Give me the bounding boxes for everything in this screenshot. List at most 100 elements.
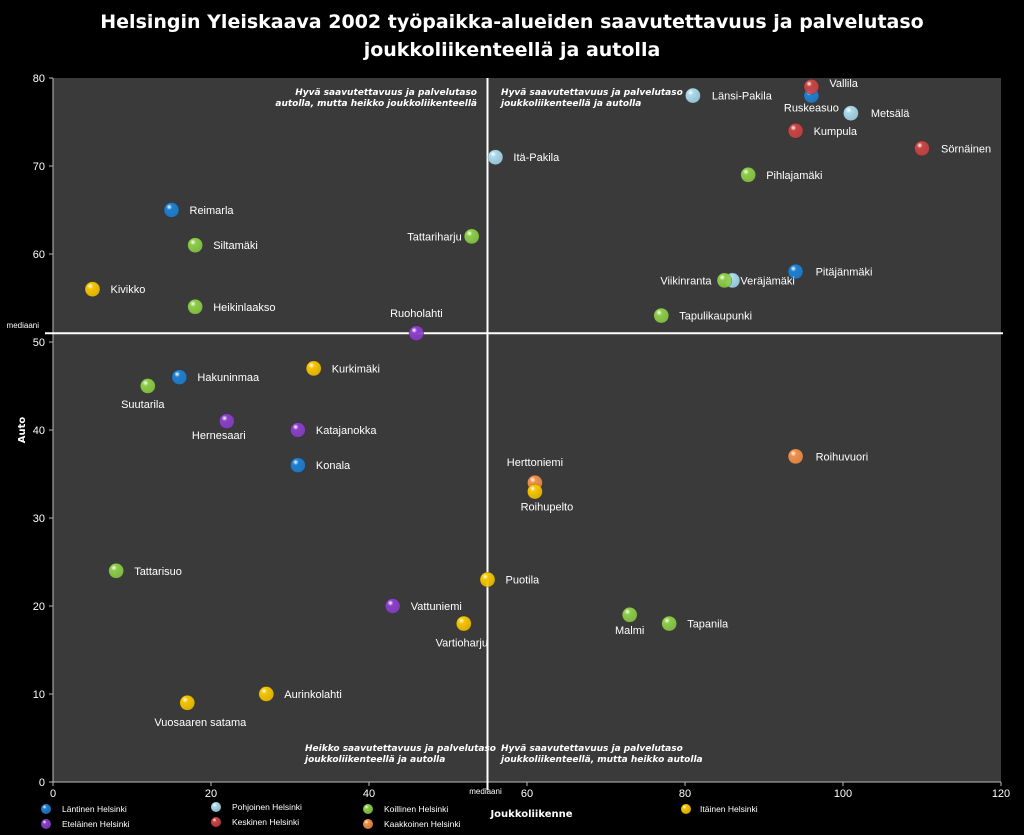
x-tick-label: 20 <box>205 788 217 800</box>
data-point <box>305 360 322 377</box>
data-point-label: Hakuninmaa <box>197 372 260 384</box>
data-point-label: Ruskeasuo <box>784 103 839 115</box>
series-2 <box>487 87 859 289</box>
data-point <box>463 228 480 245</box>
quadrant-label-top-right: joukkoliikenteellä ja autolla <box>499 99 641 109</box>
legend-marker <box>211 802 221 812</box>
data-point <box>787 448 804 465</box>
chart-title-line-1: Helsingin Yleiskaava 2002 työpaikka-alue… <box>100 11 924 33</box>
x-tick-label: 100 <box>834 788 852 800</box>
data-point-label: Vattuniemi <box>411 601 462 613</box>
y-tick-label: 20 <box>33 601 45 613</box>
data-point <box>787 123 804 139</box>
chart-title: Helsingin Yleiskaava 2002 työpaikka-alue… <box>0 8 1024 64</box>
data-point-label: Länsi-Pakila <box>712 91 773 103</box>
data-point <box>740 167 756 183</box>
data-point-label: Tapanila <box>687 619 729 631</box>
median-label-y: mediaani <box>7 321 40 330</box>
legend-entry: Keskinen Helsinki <box>232 817 299 827</box>
data-point-label: Kivikko <box>111 284 146 296</box>
quadrant-label-bottom-left: Heikko saavutettavuus ja palvelutaso <box>305 744 496 754</box>
data-point-label: Tattariharju <box>407 231 461 243</box>
x-tick-label: 120 <box>992 788 1010 800</box>
data-point <box>527 483 543 500</box>
data-point-label: Sörnäinen <box>941 143 991 155</box>
data-point-label: Malmi <box>615 625 644 637</box>
data-point <box>179 695 196 711</box>
legend-entry: Eteläinen Helsinki <box>62 819 130 829</box>
median-label-x: mediaani <box>469 787 502 796</box>
data-point <box>84 281 101 297</box>
data-point <box>456 615 472 632</box>
legend-entry: Pohjoinen Helsinki <box>232 802 302 812</box>
data-point-label: Konala <box>316 460 351 472</box>
series-3 <box>787 79 930 157</box>
legend-entry: Läntinen Helsinki <box>62 804 127 814</box>
data-point-label: Metsälä <box>871 108 910 120</box>
x-tick-label: 60 <box>521 788 533 800</box>
data-point-label: Hernesaari <box>192 430 246 442</box>
data-point-label: Reimarla <box>190 205 235 217</box>
y-tick-label: 50 <box>33 337 45 349</box>
series-6 <box>84 281 543 711</box>
data-point <box>661 615 677 632</box>
y-tick-label: 30 <box>33 513 45 525</box>
data-point-label: Pihlajamäki <box>766 170 822 182</box>
legend-marker <box>363 819 373 829</box>
data-point-label: Kurkimäki <box>332 363 380 375</box>
y-tick-label: 60 <box>33 249 45 261</box>
data-point <box>384 598 401 614</box>
data-point <box>290 457 306 473</box>
data-point <box>787 263 804 280</box>
data-point <box>487 149 504 165</box>
x-tick-label: 80 <box>679 788 691 800</box>
data-point <box>716 272 733 289</box>
data-point-label: Ruoholahti <box>390 308 443 320</box>
data-point-label: Roihupelto <box>521 502 574 514</box>
data-point <box>685 87 701 104</box>
x-tick-label: 40 <box>363 788 375 800</box>
data-point <box>108 563 124 579</box>
data-point-label: Vartioharju <box>436 638 488 650</box>
data-point-label: Pitäjänmäki <box>816 267 873 279</box>
data-point-label: Itä-Pakila <box>513 152 560 164</box>
y-axis-title: Auto <box>17 417 28 444</box>
legend-marker <box>363 804 373 814</box>
data-point <box>163 202 180 218</box>
legend-marker <box>211 817 221 827</box>
data-point-label: Vallila <box>829 78 858 90</box>
y-tick-label: 10 <box>33 689 45 701</box>
data-point-label: Vuosaaren satama <box>154 717 247 729</box>
data-point-label: Tattarisuo <box>134 566 182 578</box>
quadrant-label-top-left: autolla, mutta heikko joukkoliikenteellä <box>275 99 477 109</box>
quadrant-label-bottom-right: Hyvä saavutettavuus ja palvelutaso <box>501 744 683 754</box>
series-4 <box>108 167 756 632</box>
x-tick-label: 0 <box>50 788 56 800</box>
series-1 <box>219 325 425 614</box>
legend-marker <box>681 804 691 814</box>
y-tick-label: 70 <box>33 161 45 173</box>
data-point <box>408 325 425 341</box>
data-point <box>258 686 275 702</box>
y-tick-label: 40 <box>33 425 45 437</box>
data-point-label: Roihuvuori <box>816 451 869 463</box>
quadrant-label-bottom-right: joukkoliikenteellä, mutta heikko autolla <box>499 755 703 765</box>
data-point <box>290 422 306 438</box>
legend-marker <box>41 819 51 829</box>
quadrant-label-top-left: Hyvä saavutettavuus ja palvelutaso <box>295 88 477 98</box>
legend-marker <box>41 804 51 814</box>
x-axis-title: Joukkoliikenne <box>489 809 572 820</box>
legend-entry: Koillinen Helsinki <box>384 804 448 814</box>
plot-area <box>53 78 1001 782</box>
data-point-label: Suutarila <box>121 399 165 411</box>
data-point-label: Viikinranta <box>660 275 712 287</box>
data-point <box>219 413 235 429</box>
y-tick-label: 0 <box>39 777 45 789</box>
data-point <box>187 299 203 315</box>
data-point-label: Katajanokka <box>316 425 377 437</box>
data-point <box>843 105 859 121</box>
legend-entry: Itäinen Helsinki <box>700 804 758 814</box>
data-point <box>803 79 820 95</box>
chart-title-line-2: joukkoliikenteellä ja autolla <box>363 39 661 61</box>
